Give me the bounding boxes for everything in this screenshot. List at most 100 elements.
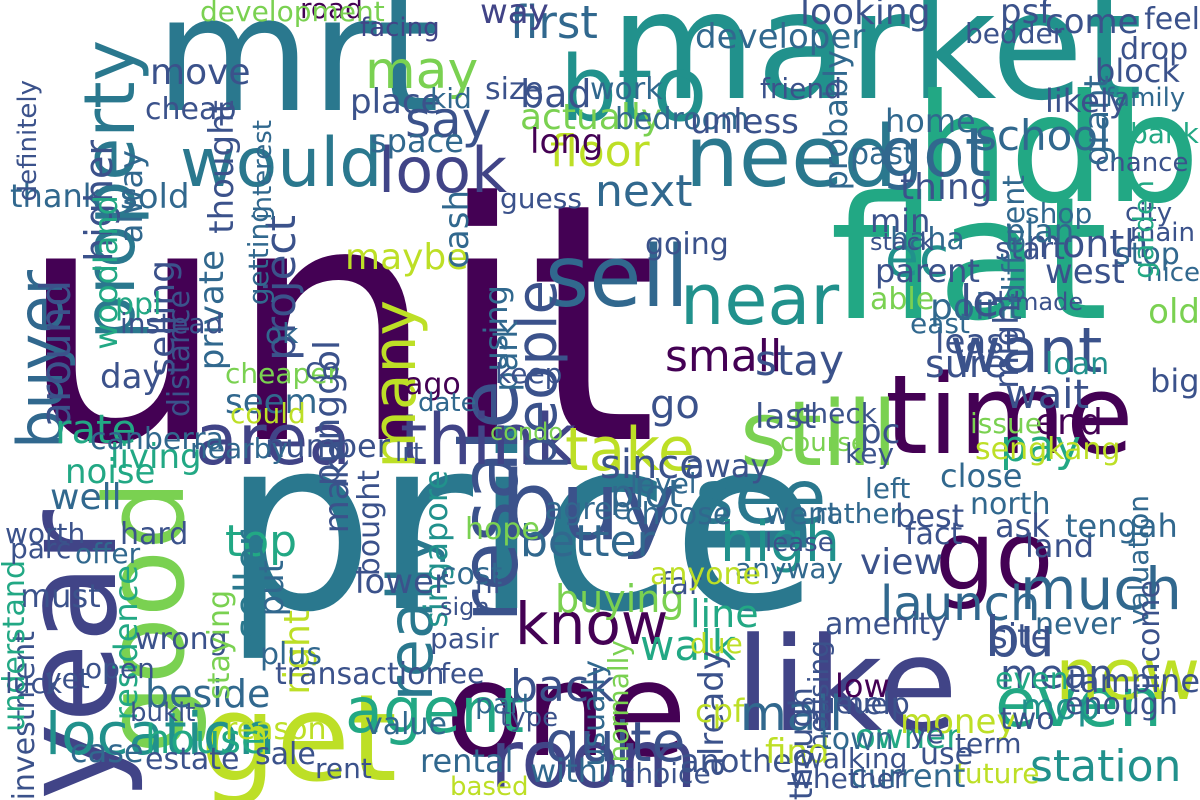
word-must: must [20,577,101,615]
word-chance: chance [1095,148,1189,178]
word-going: going [645,227,729,262]
word-fact: fact [905,517,963,552]
word-school: school [975,111,1110,160]
word-wait: wait [1005,372,1090,418]
word-canberra: canberra [90,422,224,457]
word-noise: noise [65,452,156,492]
word-part: part [475,687,533,720]
word-look: look [378,134,507,207]
word-better: better [520,516,655,567]
word-even: even [995,664,1163,743]
word-haha: haha [890,222,965,257]
word-bought: bought [352,470,387,577]
word-east: east [910,307,970,340]
word-use: use [920,737,974,772]
word-wrong: wrong [135,622,228,657]
word-due: due [690,627,743,660]
word-agree: agree [545,492,632,527]
word-bank: bank [1130,117,1199,150]
word-development: development [200,0,385,28]
word-instead: instead [120,307,224,340]
word-estate: estate [145,742,240,777]
word-anyway: anyway [735,552,844,585]
word-land: land [1025,527,1095,565]
word-around: around [31,280,80,428]
word-small: small [665,331,783,382]
word-different: different [997,175,1032,303]
word-like: like [735,609,958,761]
word-put: put [252,560,292,617]
word-guess: guess [500,182,582,215]
word-north: north [970,487,1051,522]
word-mall: mall [740,686,843,742]
word-road: road [300,0,363,25]
word-thing: thing [900,167,993,208]
word-term: term [955,727,1022,760]
word-psf: psf [1000,0,1052,32]
word-station: station [1030,741,1182,792]
word-value: value [365,707,447,742]
word-away: away [685,447,770,485]
word-move: move [150,52,251,93]
word-fee: fee [440,657,485,690]
word-quite: quite [545,710,686,774]
word-went: went [765,497,839,532]
word-close: close [940,457,1023,495]
word-whether: whether [790,762,906,795]
word-end: end [1035,402,1103,443]
word-place: place [350,82,442,122]
word-definitely: definitely [13,80,43,202]
word-see: see [695,453,827,541]
word-month: month [1025,222,1149,266]
word-launch: launch [880,576,1041,632]
word-home: home [885,102,976,140]
word-know: know [515,590,669,658]
word-site: site [990,617,1052,657]
word-pasir: pasir [430,622,499,655]
word-amenity: amenity [825,607,948,642]
word-unit: unit [18,133,658,517]
word-buying: buying [555,577,685,621]
word-go: go [935,502,1054,612]
word-unless: unless [690,102,799,142]
word-shop: shop [1025,197,1093,230]
word-block: block [1095,52,1180,90]
word-tampine: tampine [1067,662,1200,700]
word-plan: plan [1005,212,1075,250]
word-location: location [45,700,276,768]
word-mrt: mrt [155,0,440,148]
word-first: first [510,0,598,49]
word-stay: stay [755,336,844,385]
word-offer: offer [75,537,141,570]
word-case: case [70,732,144,770]
word-stop: stop [1115,237,1180,272]
word-sure: sure [925,342,1008,386]
word-get: get [200,670,398,800]
word-well: well [50,477,122,518]
word-income: income [1132,580,1167,690]
word-sell: sell [545,228,689,327]
word-line: line [690,592,759,636]
word-level: level [630,467,697,500]
word-ok: ok [265,317,299,350]
word-buy: buy [500,452,677,562]
word-near: near [680,259,840,341]
word-long: long [530,122,604,162]
word-based: based [450,772,529,800]
word-floor: floor [550,126,650,177]
word-hdb: hdb [914,63,1200,237]
word-normally: normally [602,640,635,763]
word-bad: bad [520,72,592,116]
word-reason: reason [225,712,327,747]
word-hi: hi [475,567,501,600]
word-price: price [222,385,820,665]
word-garden: garden [1127,180,1160,279]
word-sale: sale [255,737,316,772]
word-walk: walk [640,621,737,670]
word-ec: ec [885,225,950,289]
word-flat: flat [830,161,1108,359]
word-mop: mop [1020,687,1100,728]
word-enough: enough [1065,687,1178,722]
word-city: city [1125,198,1173,228]
